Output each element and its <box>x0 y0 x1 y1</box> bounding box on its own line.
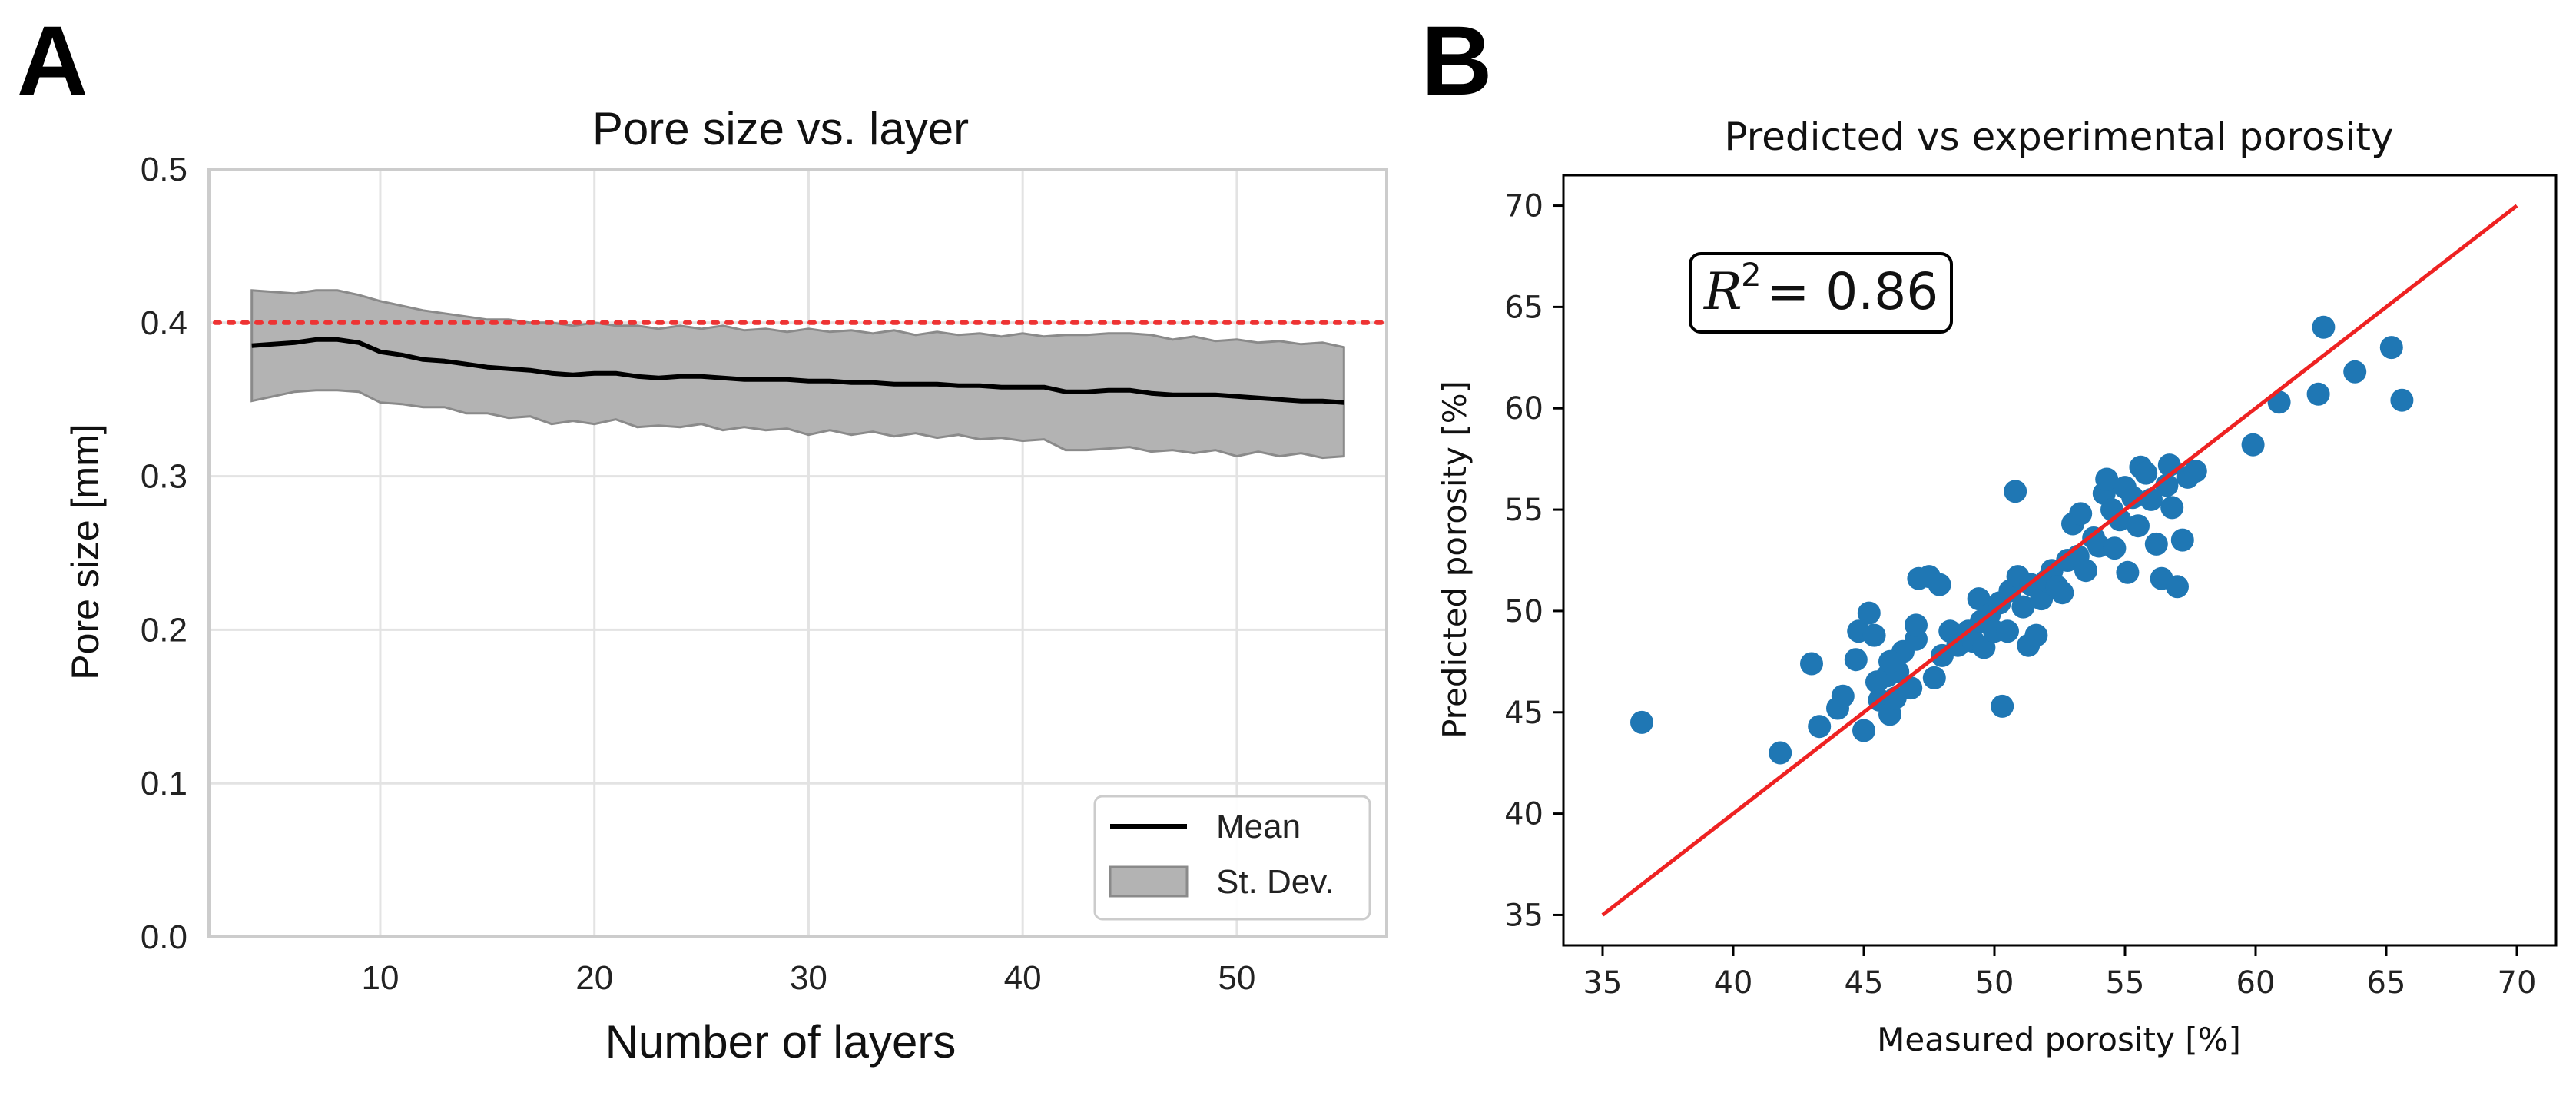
b-x-tick-label-45: 45 <box>1845 965 1884 1001</box>
chart-a-title: Pore size vs. layer <box>592 103 969 154</box>
scatter-point-83 <box>2343 360 2367 384</box>
scatter-point-8 <box>1852 719 1875 742</box>
b-x-tick-label-60: 60 <box>2236 965 2276 1001</box>
scatter-point-55 <box>2074 559 2097 583</box>
x-tick-label-50: 50 <box>1218 959 1255 997</box>
scatter-point-76 <box>2170 528 2194 552</box>
scatter-point-21 <box>1905 613 1928 637</box>
scatter-point-25 <box>1928 573 1951 596</box>
annotation-exponent: 2 <box>1741 256 1762 294</box>
scatter-point-18 <box>1878 649 1901 673</box>
std-dev-band <box>250 289 1345 460</box>
b-x-tick-label-65: 65 <box>2367 965 2406 1001</box>
annotation-box <box>1689 252 1953 334</box>
chart-a-y-label: Pore size [mm] <box>64 423 107 679</box>
y-tick-label-1: 0.1 <box>141 765 187 802</box>
scatter-point-79 <box>2241 433 2265 457</box>
scatter-point-40 <box>2004 480 2027 503</box>
chart-a-x-label: Number of layers <box>605 1016 956 1068</box>
scatter-point-5 <box>1831 684 1855 708</box>
legend-stdev-swatch <box>1109 865 1189 898</box>
scatter-point-24 <box>1922 666 1946 689</box>
scatter-point-85 <box>2390 388 2414 412</box>
y-tick-label-5: 0.5 <box>141 151 187 188</box>
b-y-tick-label-45: 45 <box>1504 696 1543 731</box>
x-tick-label-30: 30 <box>790 959 827 997</box>
scatter-point-64 <box>2116 560 2140 584</box>
scatter-point-42 <box>2011 595 2035 619</box>
y-tick-label-3: 0.3 <box>141 458 187 496</box>
scatter-point-9 <box>1857 601 1881 625</box>
y-tick-label-0: 0.0 <box>141 918 187 956</box>
b-y-tick-label-35: 35 <box>1504 898 1543 933</box>
scatter-point-61 <box>2103 536 2127 560</box>
b-y-tick-label-40: 40 <box>1504 797 1543 832</box>
chart-a-frame <box>207 168 1388 938</box>
scatter-point-37 <box>1991 694 2014 718</box>
scatter-point-10 <box>1862 623 1886 647</box>
scatter-point-65 <box>2121 486 2145 510</box>
annotation-value: = 0.86 <box>1767 262 1938 321</box>
scatter-point-78 <box>2183 460 2207 483</box>
scatter-point-62 <box>2108 508 2132 532</box>
r-squared-annotation: R 2 = 0.86 <box>1689 252 1953 334</box>
chart-b-x-ticks: 35 40 45 50 55 60 65 70 <box>1583 945 2537 1001</box>
b-y-tick-label-55: 55 <box>1504 493 1543 528</box>
annotation-variable: R <box>1703 262 1742 321</box>
chart-b-frame <box>1562 174 2558 947</box>
fit-line <box>1601 204 2518 917</box>
b-x-tick-label-70: 70 <box>2498 965 2537 1001</box>
chart-b-y-ticks: 35 40 45 50 55 60 65 70 <box>1504 189 1563 933</box>
chart-b-x-label: Measured porosity [%] <box>1877 1021 2241 1058</box>
mean-line <box>251 337 1344 405</box>
y-tick-label-2: 0.2 <box>141 611 187 649</box>
chart-a-y-ticks: 0.0 0.1 0.2 0.3 0.4 0.5 <box>141 151 187 956</box>
scatter-point-59 <box>2095 467 2119 491</box>
x-tick-label-20: 20 <box>575 959 613 997</box>
panel-label-b: B <box>1421 6 1492 116</box>
scatter-point-84 <box>2379 336 2403 360</box>
chart-a-x-ticks: 10 20 30 40 50 <box>362 959 1256 997</box>
panel-label-a: A <box>17 6 88 116</box>
b-y-tick-label-70: 70 <box>1504 189 1543 224</box>
b-x-tick-label-55: 55 <box>2106 965 2145 1001</box>
scatter-point-1 <box>1769 741 1792 765</box>
scatter-point-38 <box>1996 619 2019 643</box>
y-tick-label-4: 0.4 <box>141 304 187 342</box>
b-y-tick-label-60: 60 <box>1504 391 1543 427</box>
scatter-point-74 <box>2160 496 2184 520</box>
x-tick-label-10: 10 <box>362 959 399 997</box>
legend-stdev-label: St. Dev. <box>1216 863 1334 901</box>
scatter-point-75 <box>2166 575 2189 599</box>
chart-a-legend: Mean St. Dev. <box>1093 795 1371 921</box>
chart-b-y-label: Predicted porosity [%] <box>1436 380 1474 739</box>
scatter-point-46 <box>2030 587 2054 611</box>
scatter-point-82 <box>2312 315 2336 339</box>
scatter-point-66 <box>2127 514 2150 538</box>
x-tick-label-40: 40 <box>1004 959 1042 997</box>
scatter-point-68 <box>2134 461 2158 485</box>
b-y-tick-label-50: 50 <box>1504 594 1543 629</box>
scatter-point-6 <box>1844 648 1868 672</box>
chart-b-points <box>1630 315 2414 765</box>
scatter-point-0 <box>1630 710 1653 734</box>
scatter-point-54 <box>2069 502 2093 526</box>
chart-b-title: Predicted vs experimental porosity <box>1724 115 2393 159</box>
b-x-tick-label-50: 50 <box>1975 965 2014 1001</box>
scatter-point-3 <box>1808 715 1832 739</box>
scatter-point-70 <box>2144 532 2168 556</box>
scatter-point-50 <box>2051 581 2074 605</box>
scatter-point-45 <box>2024 623 2048 647</box>
scatter-point-2 <box>1800 652 1823 676</box>
b-x-tick-label-35: 35 <box>1583 965 1623 1001</box>
b-x-tick-label-40: 40 <box>1714 965 1753 1001</box>
scatter-point-81 <box>2306 382 2330 406</box>
legend-mean-label: Mean <box>1216 808 1301 845</box>
b-y-tick-label-65: 65 <box>1504 290 1543 325</box>
